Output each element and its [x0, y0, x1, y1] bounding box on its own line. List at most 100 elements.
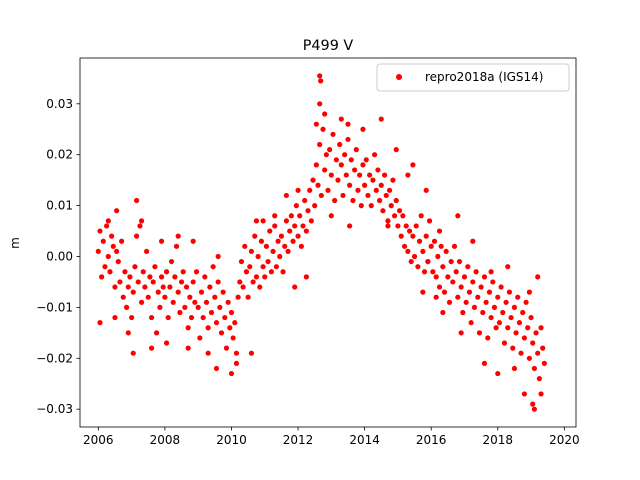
data-point [242, 243, 248, 249]
data-point [173, 243, 180, 249]
data-point [440, 264, 446, 270]
data-point [358, 203, 364, 209]
data-point [408, 258, 414, 265]
data-point [117, 279, 123, 285]
data-point [185, 325, 191, 331]
data-point [520, 309, 526, 316]
data-point [410, 233, 416, 239]
data-point [513, 330, 519, 336]
data-point [473, 269, 479, 275]
data-point [157, 304, 163, 310]
data-point [323, 152, 329, 158]
data-point [203, 299, 210, 305]
data-point [357, 172, 363, 178]
data-point [142, 284, 148, 290]
data-point [292, 284, 298, 290]
data-point [190, 238, 196, 244]
data-point [455, 294, 461, 300]
data-point [240, 284, 246, 290]
data-point [222, 314, 228, 321]
data-point [415, 264, 421, 270]
data-point [237, 279, 243, 285]
data-point [328, 172, 334, 178]
data-point [401, 243, 408, 249]
data-point [450, 279, 456, 285]
data-point [99, 274, 105, 280]
data-point [475, 294, 481, 300]
data-point [115, 258, 121, 265]
data-point [431, 238, 438, 244]
data-point [277, 253, 283, 260]
data-point [428, 243, 434, 249]
data-point [267, 228, 273, 234]
data-point [315, 182, 321, 188]
data-point [521, 391, 528, 397]
data-point [342, 152, 348, 158]
data-point [112, 284, 118, 290]
data-point [213, 365, 220, 372]
data-point [411, 253, 418, 260]
data-point [398, 233, 404, 239]
data-point [395, 223, 401, 229]
data-point [438, 243, 444, 249]
data-point [158, 238, 165, 244]
data-point [107, 269, 113, 275]
data-point [530, 401, 536, 407]
data-point [400, 213, 406, 219]
data-point [275, 238, 281, 244]
data-point [313, 121, 319, 127]
data-point [335, 177, 341, 183]
x-tick-label: 2010 [216, 433, 247, 447]
data-point [197, 335, 203, 341]
data-point [347, 182, 353, 188]
x-tick-label: 2018 [482, 433, 513, 447]
data-point [403, 223, 409, 229]
data-point [112, 314, 118, 321]
data-point [378, 182, 384, 188]
data-point [110, 243, 116, 249]
data-point [333, 157, 339, 163]
data-point [391, 213, 398, 219]
data-point [109, 233, 115, 239]
data-point [365, 192, 371, 199]
data-point [228, 370, 235, 377]
data-point [130, 350, 136, 356]
data-point [200, 314, 206, 321]
data-point [288, 213, 294, 219]
data-point [456, 258, 463, 265]
data-point [318, 78, 324, 84]
data-point [265, 258, 271, 265]
data-point [283, 218, 289, 224]
data-point [253, 274, 260, 280]
data-point [531, 406, 537, 412]
data-point [460, 309, 466, 316]
data-point [162, 294, 168, 300]
data-point [385, 223, 391, 229]
data-point [233, 360, 240, 366]
data-point [521, 335, 528, 341]
data-point [95, 248, 101, 255]
data-point [440, 309, 446, 316]
data-point [302, 197, 308, 204]
data-point [455, 213, 461, 219]
data-point [433, 274, 439, 280]
data-point [511, 365, 518, 372]
data-point [322, 111, 328, 117]
data-point [133, 197, 140, 204]
data-point [327, 147, 333, 153]
data-point [257, 284, 263, 290]
data-point [168, 258, 175, 265]
data-point [377, 197, 383, 204]
data-point [170, 299, 176, 305]
data-point [213, 320, 220, 326]
data-point [280, 269, 286, 275]
data-point [218, 330, 225, 336]
x-tick-label: 2020 [549, 433, 580, 447]
data-point [190, 279, 196, 285]
data-point [205, 350, 211, 356]
data-point [205, 325, 211, 331]
data-point [423, 233, 429, 239]
data-point [317, 73, 323, 79]
data-point [373, 187, 379, 193]
